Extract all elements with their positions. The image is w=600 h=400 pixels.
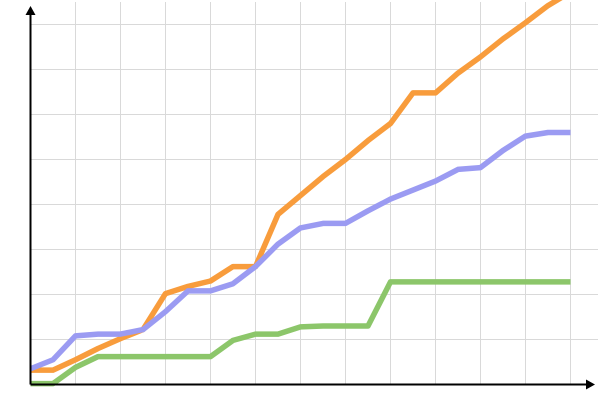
series-lines bbox=[29, 0, 571, 387]
horizontal-gridlines bbox=[30, 24, 598, 340]
series-orange bbox=[30, 0, 563, 373]
series-green bbox=[30, 279, 571, 387]
axes bbox=[25, 6, 595, 390]
series-purple bbox=[29, 129, 571, 372]
x-axis-arrow-icon bbox=[586, 379, 595, 390]
y-axis-arrow-icon bbox=[25, 6, 36, 15]
